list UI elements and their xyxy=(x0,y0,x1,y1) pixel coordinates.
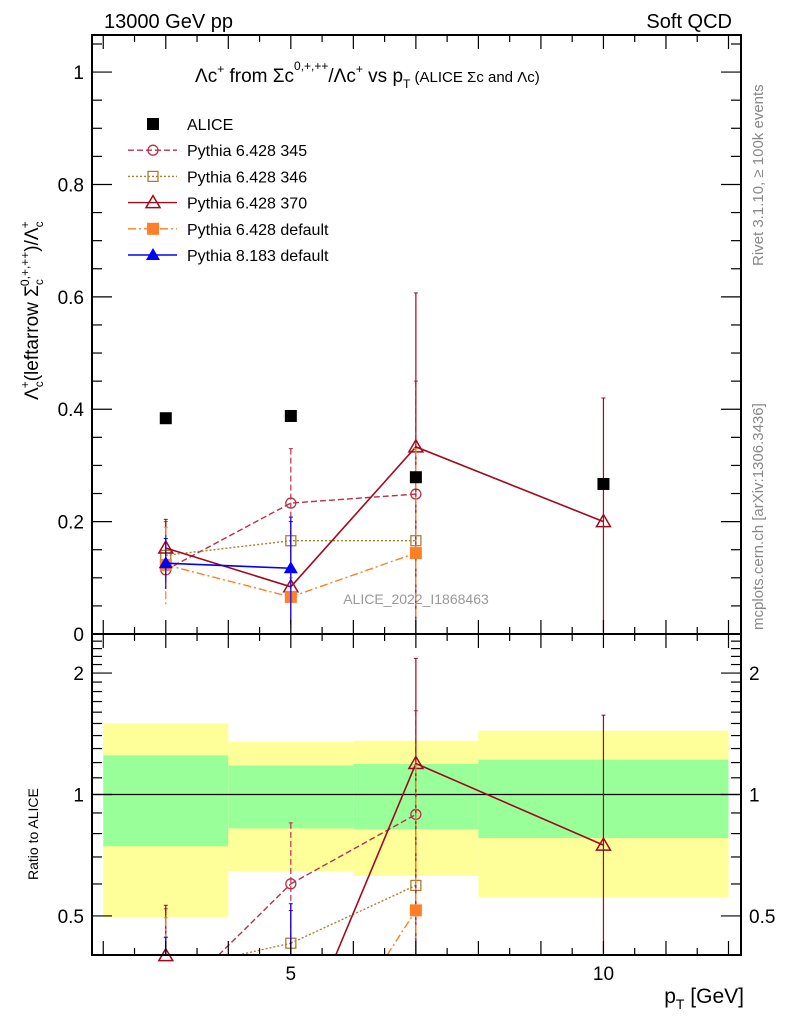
legend-label-pythia-8-183-default: Pythia 8.183 default xyxy=(187,248,329,265)
series-line-pythia-6-428-370 xyxy=(165,445,604,588)
legend-label-alice: ALICE xyxy=(187,117,233,134)
data-point-pythia-6-428-default xyxy=(409,547,422,560)
ratio-y-tick-label: 1 xyxy=(73,786,84,807)
legend-label-pythia-6-428-345: Pythia 6.428 345 xyxy=(187,143,307,160)
y-title-sup: + xyxy=(18,381,32,388)
legend: ALICE Pythia 6.428 345 Pythia 6.428 346 Pyt… xyxy=(128,117,329,265)
ratio-line-pythia-6-428-345 xyxy=(218,883,292,956)
y-title-part: Λ xyxy=(22,387,43,400)
ratio-y-tick-label: 0.5 xyxy=(58,907,84,928)
y-tick-label: 0 xyxy=(73,625,84,646)
y-tick-label: 0.6 xyxy=(58,288,84,309)
series-line-pythia-6-428-345 xyxy=(165,493,416,571)
series-line-pythia-8-183-default xyxy=(165,562,291,570)
data-point-pythia-8-183-default xyxy=(283,561,298,574)
legend-marker-pythia-6-428-345 xyxy=(147,144,159,156)
x-axis-title-p: p xyxy=(664,985,676,1008)
x-tick-label: 5 xyxy=(286,964,297,985)
y-tick-label: 0.2 xyxy=(58,513,84,534)
legend-marker-pythia-6-428-346 xyxy=(147,170,159,183)
y-title-sub: c xyxy=(32,279,46,285)
y-title-part: )/Λ xyxy=(22,227,43,252)
ratio-line-pythia-6-428-345 xyxy=(290,813,417,885)
ratio-point-pythia-6-428-default xyxy=(409,904,422,917)
ratio-bands xyxy=(92,723,741,917)
y-title-sup: 0,+,++ xyxy=(18,252,32,286)
ratio-y-tick-label-right: 0.5 xyxy=(749,907,775,928)
ratio-point-pythia-6-428-345 xyxy=(285,878,297,890)
ratio-line-pythia-6-428-370 xyxy=(415,762,604,846)
y-tick-label: 0.4 xyxy=(58,400,85,421)
ratio-stat-uncertainty-band xyxy=(228,765,354,829)
data-point-alice xyxy=(409,471,422,484)
legend-marker-pythia-6-428-370 xyxy=(144,194,162,209)
legend-label-pythia-6-428-346: Pythia 6.428 346 xyxy=(187,169,307,186)
x-axis-title-unit: [GeV] xyxy=(684,985,744,1008)
legend-marker-pythia-6-428-default xyxy=(147,222,159,235)
x-tick-label: 10 xyxy=(593,964,614,985)
data-point-pythia-6-428-370 xyxy=(595,513,612,528)
data-point-alice xyxy=(284,409,297,422)
ratio-y-tick-label: 2 xyxy=(73,664,84,685)
x-axis-title-sub: T xyxy=(676,996,685,1012)
analysis-watermark: ALICE_2022_I1868463 xyxy=(343,591,489,607)
legend-marker-pythia-8-183-default xyxy=(146,248,160,260)
x-axis-title: pT [GeV] xyxy=(664,985,744,1012)
y-tick-label: 1 xyxy=(73,63,84,84)
category-label: Soft QCD xyxy=(646,11,732,33)
plot-title: Λc+ from Σc0,+,++/Λc+ vs pT (ALICE Σc an… xyxy=(195,59,540,91)
y-title-sub: c xyxy=(32,381,46,387)
data-point-pythia-8-183-default xyxy=(158,556,173,569)
ratio-y-tick-label-right: 2 xyxy=(749,664,760,685)
ratio-line-pythia-6-428-370 xyxy=(335,763,417,956)
ratio-y-axis-title: Ratio to ALICE xyxy=(25,788,41,880)
ratio-stat-uncertainty-band xyxy=(103,755,229,847)
main-plot-marks xyxy=(157,292,612,634)
y-axis-title: Λc+(leftarrow Σc0,+,++)/Λc+ xyxy=(18,221,46,400)
ratio-point-pythia-6-428-370 xyxy=(595,836,612,851)
axes: 5 10 0 0.2 0.4 0.6 0.8 1 0.5 0.5 1 1 2 2 xyxy=(58,34,775,985)
y-title-sub: c xyxy=(32,221,46,227)
ratio-line-pythia-6-428-default xyxy=(386,909,417,956)
ratio-line-pythia-6-428-346 xyxy=(238,942,291,956)
y-tick-label: 0.8 xyxy=(58,175,84,196)
data-point-pythia-6-428-345 xyxy=(285,497,297,509)
mcplots-label: mcplots.cern.ch [arXiv:1306.3436] xyxy=(750,403,767,630)
legend-label-pythia-6-428-default: Pythia 6.428 default xyxy=(187,222,329,239)
data-point-alice xyxy=(159,412,172,425)
data-point-alice xyxy=(597,477,610,490)
y-title-sup: + xyxy=(18,221,32,228)
legend-marker-alice xyxy=(147,118,159,130)
legend-label-pythia-6-428-370: Pythia 6.428 370 xyxy=(187,196,307,213)
x-axis-title-ratio: pT [GeV] xyxy=(664,985,744,1012)
energy-label: 13000 GeV pp xyxy=(104,11,233,33)
rivet-version-label: Rivet 3.1.10, ≥ 100k events xyxy=(750,84,767,266)
y-title-part: (leftarrow Σ xyxy=(22,285,43,381)
ratio-y-tick-label-right: 1 xyxy=(749,786,760,807)
